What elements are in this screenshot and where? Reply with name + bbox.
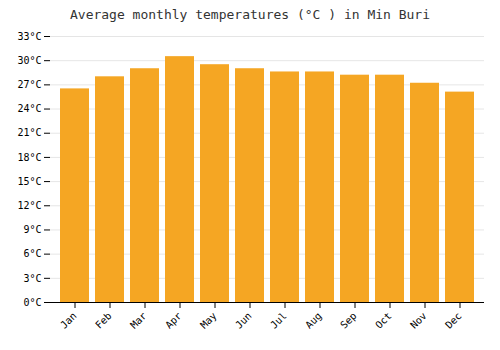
svg-text:Jan: Jan (58, 310, 79, 331)
svg-text:21°C: 21°C (17, 127, 41, 138)
svg-text:Oct: Oct (373, 310, 394, 331)
svg-text:0°C: 0°C (23, 297, 41, 308)
svg-text:3°C: 3°C (23, 273, 41, 284)
svg-text:Feb: Feb (93, 310, 114, 331)
svg-text:Apr: Apr (163, 310, 184, 331)
svg-text:18°C: 18°C (17, 152, 41, 163)
svg-text:Jun: Jun (233, 310, 254, 331)
svg-text:27°C: 27°C (17, 79, 41, 90)
svg-text:6°C: 6°C (23, 248, 41, 259)
svg-text:Mar: Mar (128, 310, 149, 331)
svg-text:30°C: 30°C (17, 55, 41, 66)
svg-text:Sep: Sep (338, 310, 359, 331)
svg-text:24°C: 24°C (17, 103, 41, 114)
svg-text:Nov: Nov (408, 310, 429, 331)
svg-text:Dec: Dec (443, 310, 464, 331)
html-text:Average monthly temperatures (: Average monthly temperatures (°C ) in Mi… (70, 7, 430, 22)
svg-text:May: May (198, 310, 219, 331)
svg-text:12°C: 12°C (17, 200, 41, 211)
svg-text:15°C: 15°C (17, 176, 41, 187)
svg-text:33°C: 33°C (17, 31, 41, 42)
svg-text:Aug: Aug (303, 310, 324, 331)
svg-text:9°C: 9°C (23, 224, 41, 235)
svg-text:Jul: Jul (268, 310, 289, 331)
